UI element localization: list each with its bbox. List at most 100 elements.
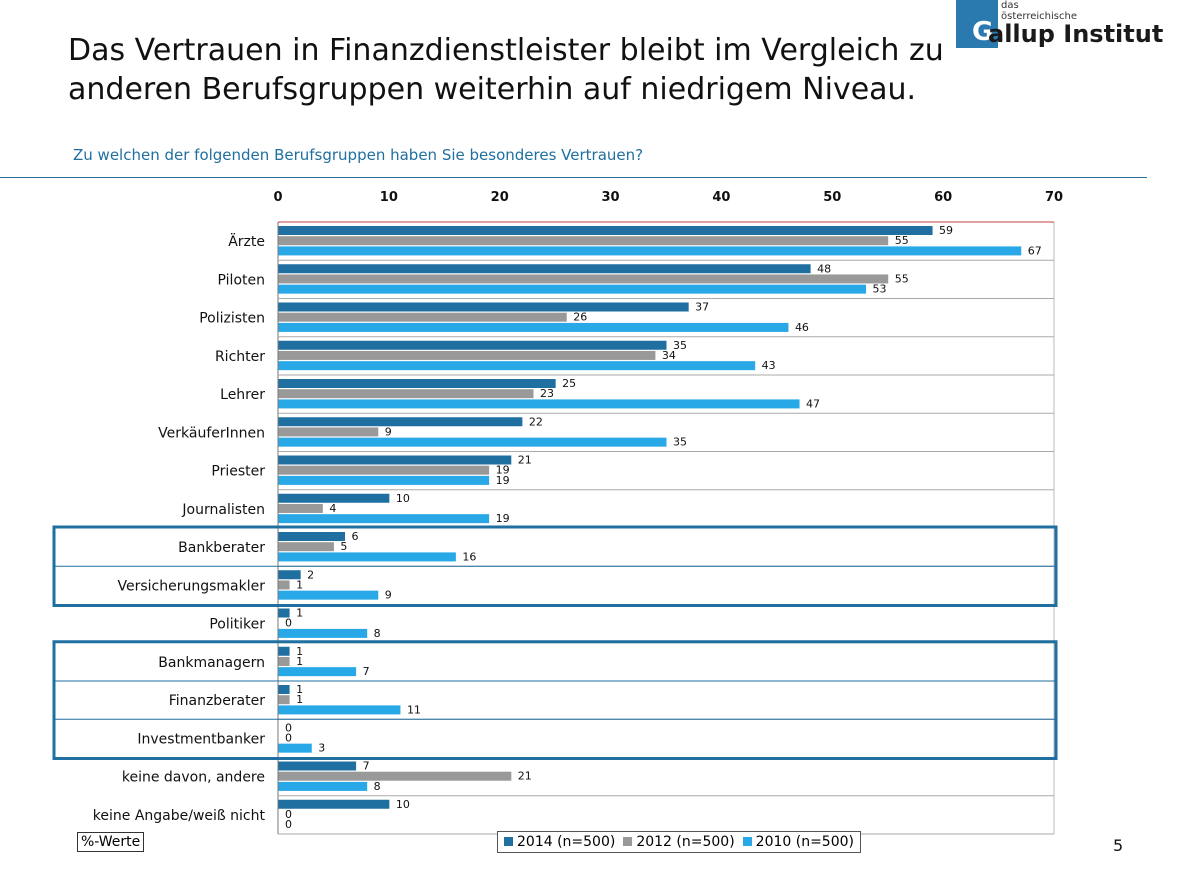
bar <box>278 475 490 485</box>
bar <box>278 340 667 350</box>
bar <box>278 705 401 715</box>
data-label: 7 <box>363 760 370 773</box>
data-label: 1 <box>296 693 303 706</box>
bar <box>278 542 334 552</box>
data-label: 9 <box>385 425 392 438</box>
data-label: 1 <box>296 683 303 696</box>
data-label: 4 <box>329 502 336 515</box>
title-line-1: Das Vertrauen in Finanzdienstleister ble… <box>68 33 944 68</box>
bar <box>278 646 290 656</box>
category-label: Richter <box>215 349 265 365</box>
data-label: 10 <box>396 492 410 505</box>
bar <box>278 427 379 437</box>
data-label: 1 <box>296 607 303 620</box>
legend-label: 2012 (n=500) <box>636 834 735 850</box>
category-label: Finanzberater <box>169 693 266 709</box>
legend-label: 2010 (n=500) <box>755 834 854 850</box>
logo-name: allup Institut <box>988 20 1164 48</box>
category-label: VerkäuferInnen <box>158 425 265 441</box>
bar <box>278 608 290 618</box>
category-label: Politiker <box>209 617 265 633</box>
highlight-box <box>52 640 1058 760</box>
data-label: 6 <box>352 530 359 543</box>
data-label: 59 <box>939 224 953 237</box>
bar <box>278 236 889 246</box>
legend-label: 2014 (n=500) <box>517 834 616 850</box>
x-tick-label: 10 <box>380 190 398 205</box>
gallup-logo: das österreichische G allup Institut <box>956 0 1163 50</box>
category-label: Versicherungsmakler <box>118 578 266 594</box>
category-label: Investmentbanker <box>137 731 265 747</box>
category-label: Journalisten <box>181 502 265 518</box>
legend-item: 2010 (n=500) <box>742 834 854 850</box>
data-label: 1 <box>296 578 303 591</box>
data-label: 19 <box>496 512 510 525</box>
bar <box>278 685 290 694</box>
bar <box>278 503 323 513</box>
bar <box>278 417 523 427</box>
page-title: Das Vertrauen in Finanzdienstleister ble… <box>68 31 944 109</box>
data-label: 26 <box>573 311 587 324</box>
bar <box>278 771 512 781</box>
bar <box>278 743 312 753</box>
category-label: Bankmanagern <box>158 655 265 671</box>
x-tick-label: 40 <box>712 190 730 205</box>
bar <box>278 514 490 524</box>
data-label: 0 <box>285 818 292 831</box>
bar <box>278 284 867 294</box>
bar <box>278 570 301 580</box>
data-label: 8 <box>374 780 381 793</box>
category-label: keine davon, andere <box>122 770 265 786</box>
bar <box>278 312 567 322</box>
data-label: 21 <box>518 454 532 467</box>
data-label: 55 <box>895 272 909 285</box>
category-label: Piloten <box>218 272 265 288</box>
category-label: Lehrer <box>220 387 265 403</box>
category-label: Priester <box>211 464 265 480</box>
legend-swatch <box>623 836 633 846</box>
x-tick-label: 0 <box>273 190 282 205</box>
header-rule <box>0 177 1147 178</box>
bar <box>278 552 456 562</box>
bar <box>278 399 800 409</box>
data-label: 16 <box>462 550 476 563</box>
data-label: 9 <box>385 589 392 602</box>
bar <box>278 628 368 638</box>
data-label: 47 <box>806 397 820 410</box>
bar <box>278 590 379 600</box>
data-label: 35 <box>673 436 687 449</box>
data-label: 0 <box>285 731 292 744</box>
category-label: keine Angabe/weiß nicht <box>93 808 266 824</box>
legend-swatch <box>504 836 513 846</box>
data-label: 0 <box>285 721 292 734</box>
bar <box>278 361 756 371</box>
bar <box>278 761 357 771</box>
data-label: 46 <box>795 321 809 334</box>
data-label: 0 <box>285 617 292 630</box>
x-tick-label: 20 <box>491 190 509 205</box>
bar <box>278 350 656 360</box>
bar <box>278 532 346 541</box>
x-tick-label: 70 <box>1045 190 1063 205</box>
bar <box>278 465 490 475</box>
data-label: 8 <box>374 627 381 640</box>
legend-item: 2014 (n=500) <box>504 834 615 850</box>
data-label: 5 <box>340 540 347 553</box>
bar <box>278 437 667 447</box>
bar <box>278 379 556 388</box>
data-label: 1 <box>296 645 303 658</box>
category-label: Bankberater <box>178 540 265 556</box>
data-label: 11 <box>407 703 421 716</box>
bar <box>278 246 1022 256</box>
data-label: 55 <box>895 234 909 247</box>
logo-square <box>956 0 998 48</box>
bar <box>278 322 789 332</box>
chart-legend: 2014 (n=500) 2012 (n=500) 2010 (n=500) <box>497 831 861 853</box>
unit-label: %-Werte <box>77 832 145 852</box>
bar <box>278 226 933 235</box>
bar <box>278 274 889 284</box>
bar <box>278 455 512 465</box>
category-label: Ärzte <box>228 232 265 250</box>
data-label: 34 <box>662 349 676 362</box>
